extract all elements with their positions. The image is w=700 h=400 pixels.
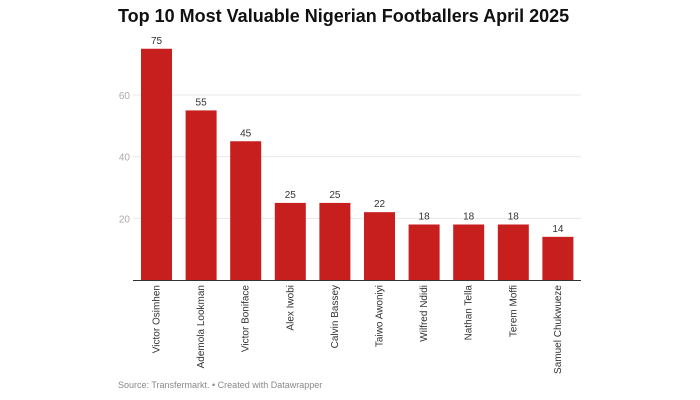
data-label: 18 — [463, 212, 475, 223]
bar — [230, 141, 262, 280]
data-label: 25 — [329, 190, 341, 201]
x-tick-label: Calvin Bassey — [330, 285, 341, 348]
bar — [542, 236, 574, 280]
data-label: 22 — [374, 199, 386, 210]
bar — [408, 224, 440, 280]
data-label: 55 — [196, 97, 208, 108]
chart-title: Top 10 Most Valuable Nigerian Footballer… — [118, 6, 570, 26]
data-label: 45 — [240, 128, 252, 139]
bar — [453, 224, 485, 280]
bar — [185, 110, 217, 281]
y-tick-label: 20 — [119, 214, 131, 225]
data-label: 75 — [151, 36, 163, 47]
x-tick-label: Taiwo Awoniyi — [375, 285, 386, 347]
data-label: 18 — [419, 212, 431, 223]
bar — [274, 202, 306, 280]
source-note: Source: Transfermarkt. • Created with Da… — [118, 380, 323, 390]
bar — [319, 202, 351, 280]
y-tick-label: 60 — [119, 91, 131, 102]
data-label: 18 — [508, 212, 520, 223]
data-label: 14 — [552, 224, 564, 235]
x-tick-label: Terem Moffi — [508, 285, 519, 337]
x-tick-label: Nathan Tella — [464, 285, 475, 341]
x-tick-label: Alex Iwobi — [285, 285, 296, 331]
bar — [141, 48, 172, 280]
bar — [497, 224, 529, 280]
x-tick-label: Victor Boniface — [241, 285, 252, 353]
bar — [364, 212, 395, 280]
y-tick-label: 40 — [119, 153, 131, 164]
x-tick-label: Samuel Chukwueze — [553, 285, 564, 374]
x-tick-label: Wilfred Ndidi — [419, 285, 430, 342]
x-tick-label: Victor Osimhen — [152, 285, 163, 353]
data-label: 25 — [285, 190, 297, 201]
x-tick-label: Ademola Lookman — [196, 285, 207, 368]
